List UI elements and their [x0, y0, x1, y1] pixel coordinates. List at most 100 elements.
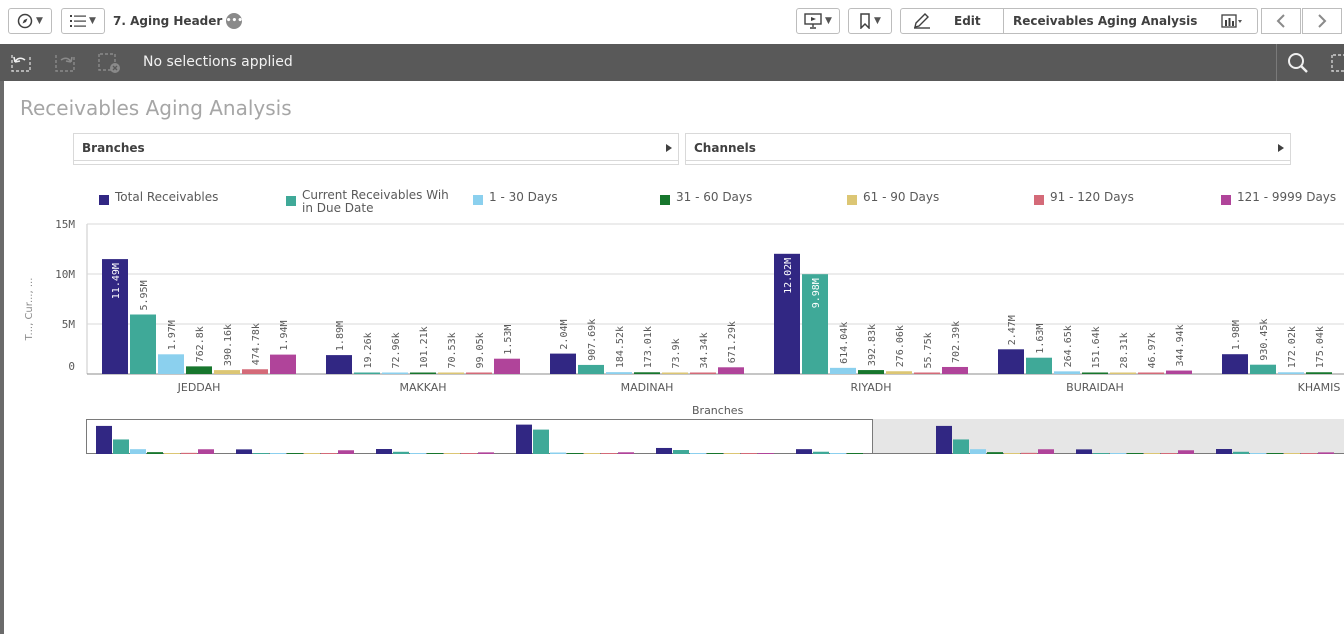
mini-bar [813, 451, 829, 454]
bar-data-label: 930.45k [1259, 319, 1270, 361]
list-icon [70, 15, 87, 27]
chevron-left-icon [1276, 14, 1285, 28]
mini-bar [1216, 449, 1232, 454]
chart-scrollbar-overview[interactable] [86, 419, 1344, 455]
mini-bar [584, 453, 600, 454]
legend-label: 121 - 9999 Days [1237, 190, 1337, 204]
filter-channels[interactable]: Channels [685, 133, 1291, 165]
previous-sheet-button[interactable] [1261, 8, 1301, 34]
selections-bar: No selections applied [0, 44, 1344, 81]
chart-bar [270, 354, 296, 374]
x-tick-label: KHAMIS [1298, 381, 1341, 394]
legend-item-total-receivables[interactable]: Total Receivables [99, 191, 218, 205]
mini-bar [550, 452, 566, 454]
chart-bar [130, 314, 156, 374]
chart-bar [1054, 371, 1080, 374]
bar-data-label: 70.53k [447, 332, 458, 368]
edit-button[interactable]: Edit [901, 9, 1004, 33]
mini-bar [1233, 451, 1249, 454]
mini-bar [847, 453, 863, 454]
chart-bar [858, 370, 884, 374]
bar-data-label: 671.29k [727, 321, 738, 363]
bar-data-label: 1.63M [1035, 324, 1046, 354]
chart-bar [382, 372, 408, 374]
mini-bar [618, 452, 634, 454]
bar-data-label: 46.97k [1147, 332, 1158, 368]
mini-bar [673, 450, 689, 454]
legend-swatch [1221, 195, 1231, 205]
scroll-thumb [86, 419, 873, 454]
bar-data-label: 2.04M [559, 319, 570, 349]
mini-bar [1021, 452, 1037, 454]
bar-data-label: 73.9k [671, 338, 682, 368]
mini-bar [690, 453, 706, 454]
bar-data-label: 1.53M [503, 325, 514, 355]
bar-data-label: 101.21k [419, 326, 430, 368]
chart-bar [942, 366, 968, 374]
mini-bar [1038, 449, 1054, 454]
chart-bar [214, 370, 240, 374]
mini-bar [1004, 453, 1020, 454]
bar-data-label: 55.75k [923, 332, 934, 368]
next-sheet-button[interactable] [1302, 8, 1342, 34]
mini-bar [181, 452, 197, 454]
mini-bar [1267, 453, 1283, 454]
page-title: Receivables Aging Analysis [20, 96, 292, 120]
chart-bar [326, 355, 352, 374]
mini-bar [567, 453, 583, 454]
bar-data-label: 1.89M [335, 321, 346, 351]
sheet-name[interactable]: Receivables Aging Analysis [1013, 14, 1198, 28]
bar-data-label: 2.47M [1007, 315, 1018, 345]
step-forward-icon [55, 55, 75, 72]
legend-item-current-receivables[interactable]: Current Receivables Wih in Due Date [286, 189, 456, 215]
clear-selections-button[interactable] [97, 52, 121, 74]
x-tick-label: RIYADH [850, 381, 891, 394]
legend-item-61-90-days[interactable]: 61 - 90 Days [847, 191, 939, 205]
mini-bar [427, 453, 443, 454]
bookmark-button[interactable]: ▼ [848, 8, 892, 34]
bar-data-label: 12.02M [783, 258, 794, 294]
sheet-canvas [0, 81, 1344, 634]
aging-bar-chart[interactable]: 0 5M 10M 15M T..., Cur..., ... 11.49M 5.95M 1.9… [20, 220, 1344, 400]
legend-item-91-120-days[interactable]: 91 - 120 Days [1034, 191, 1134, 205]
step-back-button[interactable] [9, 52, 33, 74]
chart-bar [1166, 370, 1192, 374]
mini-bar [321, 453, 337, 454]
bar-data-label: 5.95M [139, 280, 150, 310]
chart-bar [606, 372, 632, 374]
sheets-menu-button[interactable]: ▼ [61, 8, 105, 34]
mini-bar [1093, 453, 1109, 454]
mini-bar [953, 439, 969, 454]
mini-bar [287, 453, 303, 454]
y-tick-label: 0 [68, 360, 75, 373]
legend-item-31-60-days[interactable]: 31 - 60 Days [660, 191, 752, 205]
mini-bar [478, 452, 494, 454]
legend-item-121-9999-days[interactable]: 121 - 9999 Days [1221, 191, 1336, 205]
mini-bar [444, 453, 460, 454]
bar-data-label: 99.05k [475, 332, 486, 368]
more-options-icon[interactable]: ••• [226, 13, 243, 29]
chart-bar [830, 367, 856, 374]
smart-search-button[interactable] [1328, 52, 1344, 74]
step-forward-button[interactable] [53, 52, 77, 74]
mini-bar [1318, 452, 1334, 454]
presentation-button[interactable]: ▼ [796, 8, 840, 34]
mini-bar [270, 453, 286, 454]
presentation-icon [804, 13, 822, 29]
legend-item-1-30-days[interactable]: 1 - 30 Days [473, 191, 558, 205]
search-button[interactable] [1286, 52, 1310, 74]
mini-bar [113, 439, 129, 454]
bar-data-label: 151.64k [1091, 326, 1102, 368]
legend-label: 91 - 120 Days [1050, 190, 1134, 204]
bar-data-label: 28.31k [1119, 332, 1130, 368]
clear-selections-icon [98, 53, 120, 73]
filter-branches[interactable]: Branches [73, 133, 679, 165]
global-menu-button[interactable]: ▼ [8, 8, 52, 34]
mini-bar [393, 451, 409, 454]
chart-bar [1110, 372, 1136, 374]
x-axis-title: Branches [692, 404, 744, 417]
mini-bar [164, 453, 180, 454]
x-tick-label: MAKKAH [399, 381, 446, 394]
y-tick-label: 15M [55, 220, 75, 231]
bar-data-label: 1.97M [167, 320, 178, 350]
